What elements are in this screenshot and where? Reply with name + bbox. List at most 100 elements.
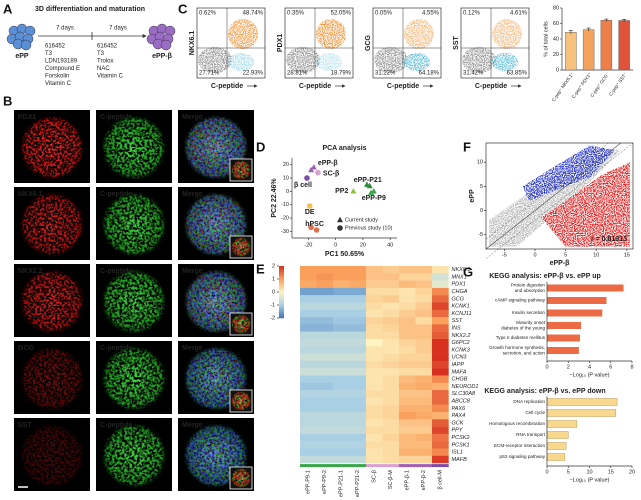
point-label: hPSC [305, 221, 324, 228]
heatmap-cell [415, 309, 433, 318]
term-label: ECM-receptor interaction [494, 443, 546, 448]
heatmap-cell [415, 280, 433, 289]
y-tick-label: -20 [281, 215, 289, 221]
heatmap-cell [382, 331, 400, 340]
heatmap-cell [432, 339, 449, 347]
heatmap-cell [366, 266, 383, 274]
point-label: DE [305, 209, 315, 216]
heatmap-cell [415, 346, 433, 354]
x-tick-label: 40 [387, 242, 393, 248]
heatmap-cell [382, 404, 400, 413]
heatmap-cell [349, 426, 367, 435]
heatmap-cell [316, 455, 334, 464]
heatmap-cell [366, 287, 383, 296]
heatmap-cell [300, 390, 317, 398]
legend-symbol [337, 225, 343, 231]
gene-label: PAX4 [452, 413, 466, 419]
flow-y-label: SST [453, 35, 460, 49]
heatmap-cell [300, 404, 317, 413]
heatmap-cell [300, 455, 317, 464]
column-label: ePP-β-2 [421, 470, 427, 490]
group-bar [366, 464, 383, 468]
colorbar-label: 2 [272, 263, 275, 269]
heatmap-cell [366, 455, 383, 464]
heatmap-cell [333, 390, 350, 398]
flow-cloud-negative [462, 47, 496, 73]
duration: 7 days [109, 26, 127, 32]
heatmap-cell [415, 360, 433, 369]
gene-label: MNX1 [452, 274, 467, 280]
colorbar-step [279, 316, 284, 319]
heatmap-cell [316, 317, 334, 325]
column-label: ePP-P21-1 [339, 470, 345, 497]
pca-point [366, 182, 373, 189]
heatmap-cell [316, 412, 334, 420]
flow-cloud-negative [198, 47, 232, 73]
column-label: SC-β-M [388, 470, 394, 489]
heatmap-cell [316, 441, 334, 449]
heatmap-cell [316, 302, 334, 310]
y-tick-label: 5 [480, 184, 483, 190]
heatmap-cell [432, 317, 449, 325]
heatmap-cell [316, 280, 334, 289]
colorbar-label: -2 [270, 315, 275, 321]
heatmap-cell [399, 317, 416, 325]
heatmap-cell [300, 287, 317, 296]
gene-label: IAPP [452, 362, 465, 368]
heatmap-cell [316, 295, 334, 303]
heatmap-cell [316, 375, 334, 383]
heatmap-cell [349, 266, 367, 274]
quadrant-value: 4.55% [422, 11, 440, 17]
factor: Vitamin C [97, 74, 124, 80]
panel-letter: C [178, 1, 188, 16]
colorbar-step [279, 276, 284, 279]
colorbar-step [279, 288, 284, 291]
y-tick-label: -10 [281, 202, 289, 208]
heatmap-cell [349, 346, 367, 354]
column-label: ePP-β-1 [405, 470, 411, 490]
point-label: ePP-P21 [354, 177, 382, 184]
heatmap-cell [333, 302, 350, 310]
chart-title: KEGG analysis: ePP-β vs. ePP down [484, 388, 605, 395]
heatmap-cell [316, 448, 334, 456]
quadrant-value: 28.81% [287, 71, 308, 77]
factor: T3 [45, 51, 53, 57]
cpeptide-signal [101, 191, 167, 258]
flow-cloud-positive [492, 19, 522, 49]
y-tick-label: 20 [553, 52, 559, 58]
group-bar [432, 464, 449, 468]
y-axis-label: ePP [469, 189, 476, 203]
heatmap-cell [349, 382, 367, 391]
heatmap-cell [382, 448, 400, 456]
heatmap-cell [300, 433, 317, 442]
heatmap-cell [382, 302, 400, 310]
point-label: ePP-β [318, 160, 339, 167]
heatmap-cell [366, 412, 383, 420]
term-label: diabetes of the young [501, 325, 545, 330]
heatmap-cell [366, 302, 383, 310]
bar [582, 29, 595, 71]
heatmap-cell [316, 404, 334, 413]
heatmap-cell [415, 324, 433, 332]
colorbar-step [279, 300, 284, 303]
marker-signal [19, 422, 85, 489]
gene-label: NKX6.1 [452, 267, 471, 273]
heatmap-cell [366, 339, 383, 347]
heatmap-cell [382, 295, 400, 303]
error-bar [586, 27, 591, 32]
factor: NAC [97, 66, 110, 72]
heatmap-cell [399, 390, 416, 398]
epp-beta-cell-icon [160, 39, 172, 51]
colorbar-step [279, 284, 284, 287]
heatmap-cell [349, 309, 367, 318]
heatmap-cell [300, 339, 317, 347]
heatmap-cell [415, 287, 433, 296]
heatmap-cell [399, 375, 416, 383]
x-tick-label: 15 [624, 252, 630, 258]
y-tick-label: -5 [478, 232, 483, 238]
heatmap-cell [300, 280, 317, 289]
stain-label: Merge [182, 422, 203, 429]
heatmap-cell [366, 280, 383, 289]
chart-title: PCA analysis [322, 145, 366, 152]
